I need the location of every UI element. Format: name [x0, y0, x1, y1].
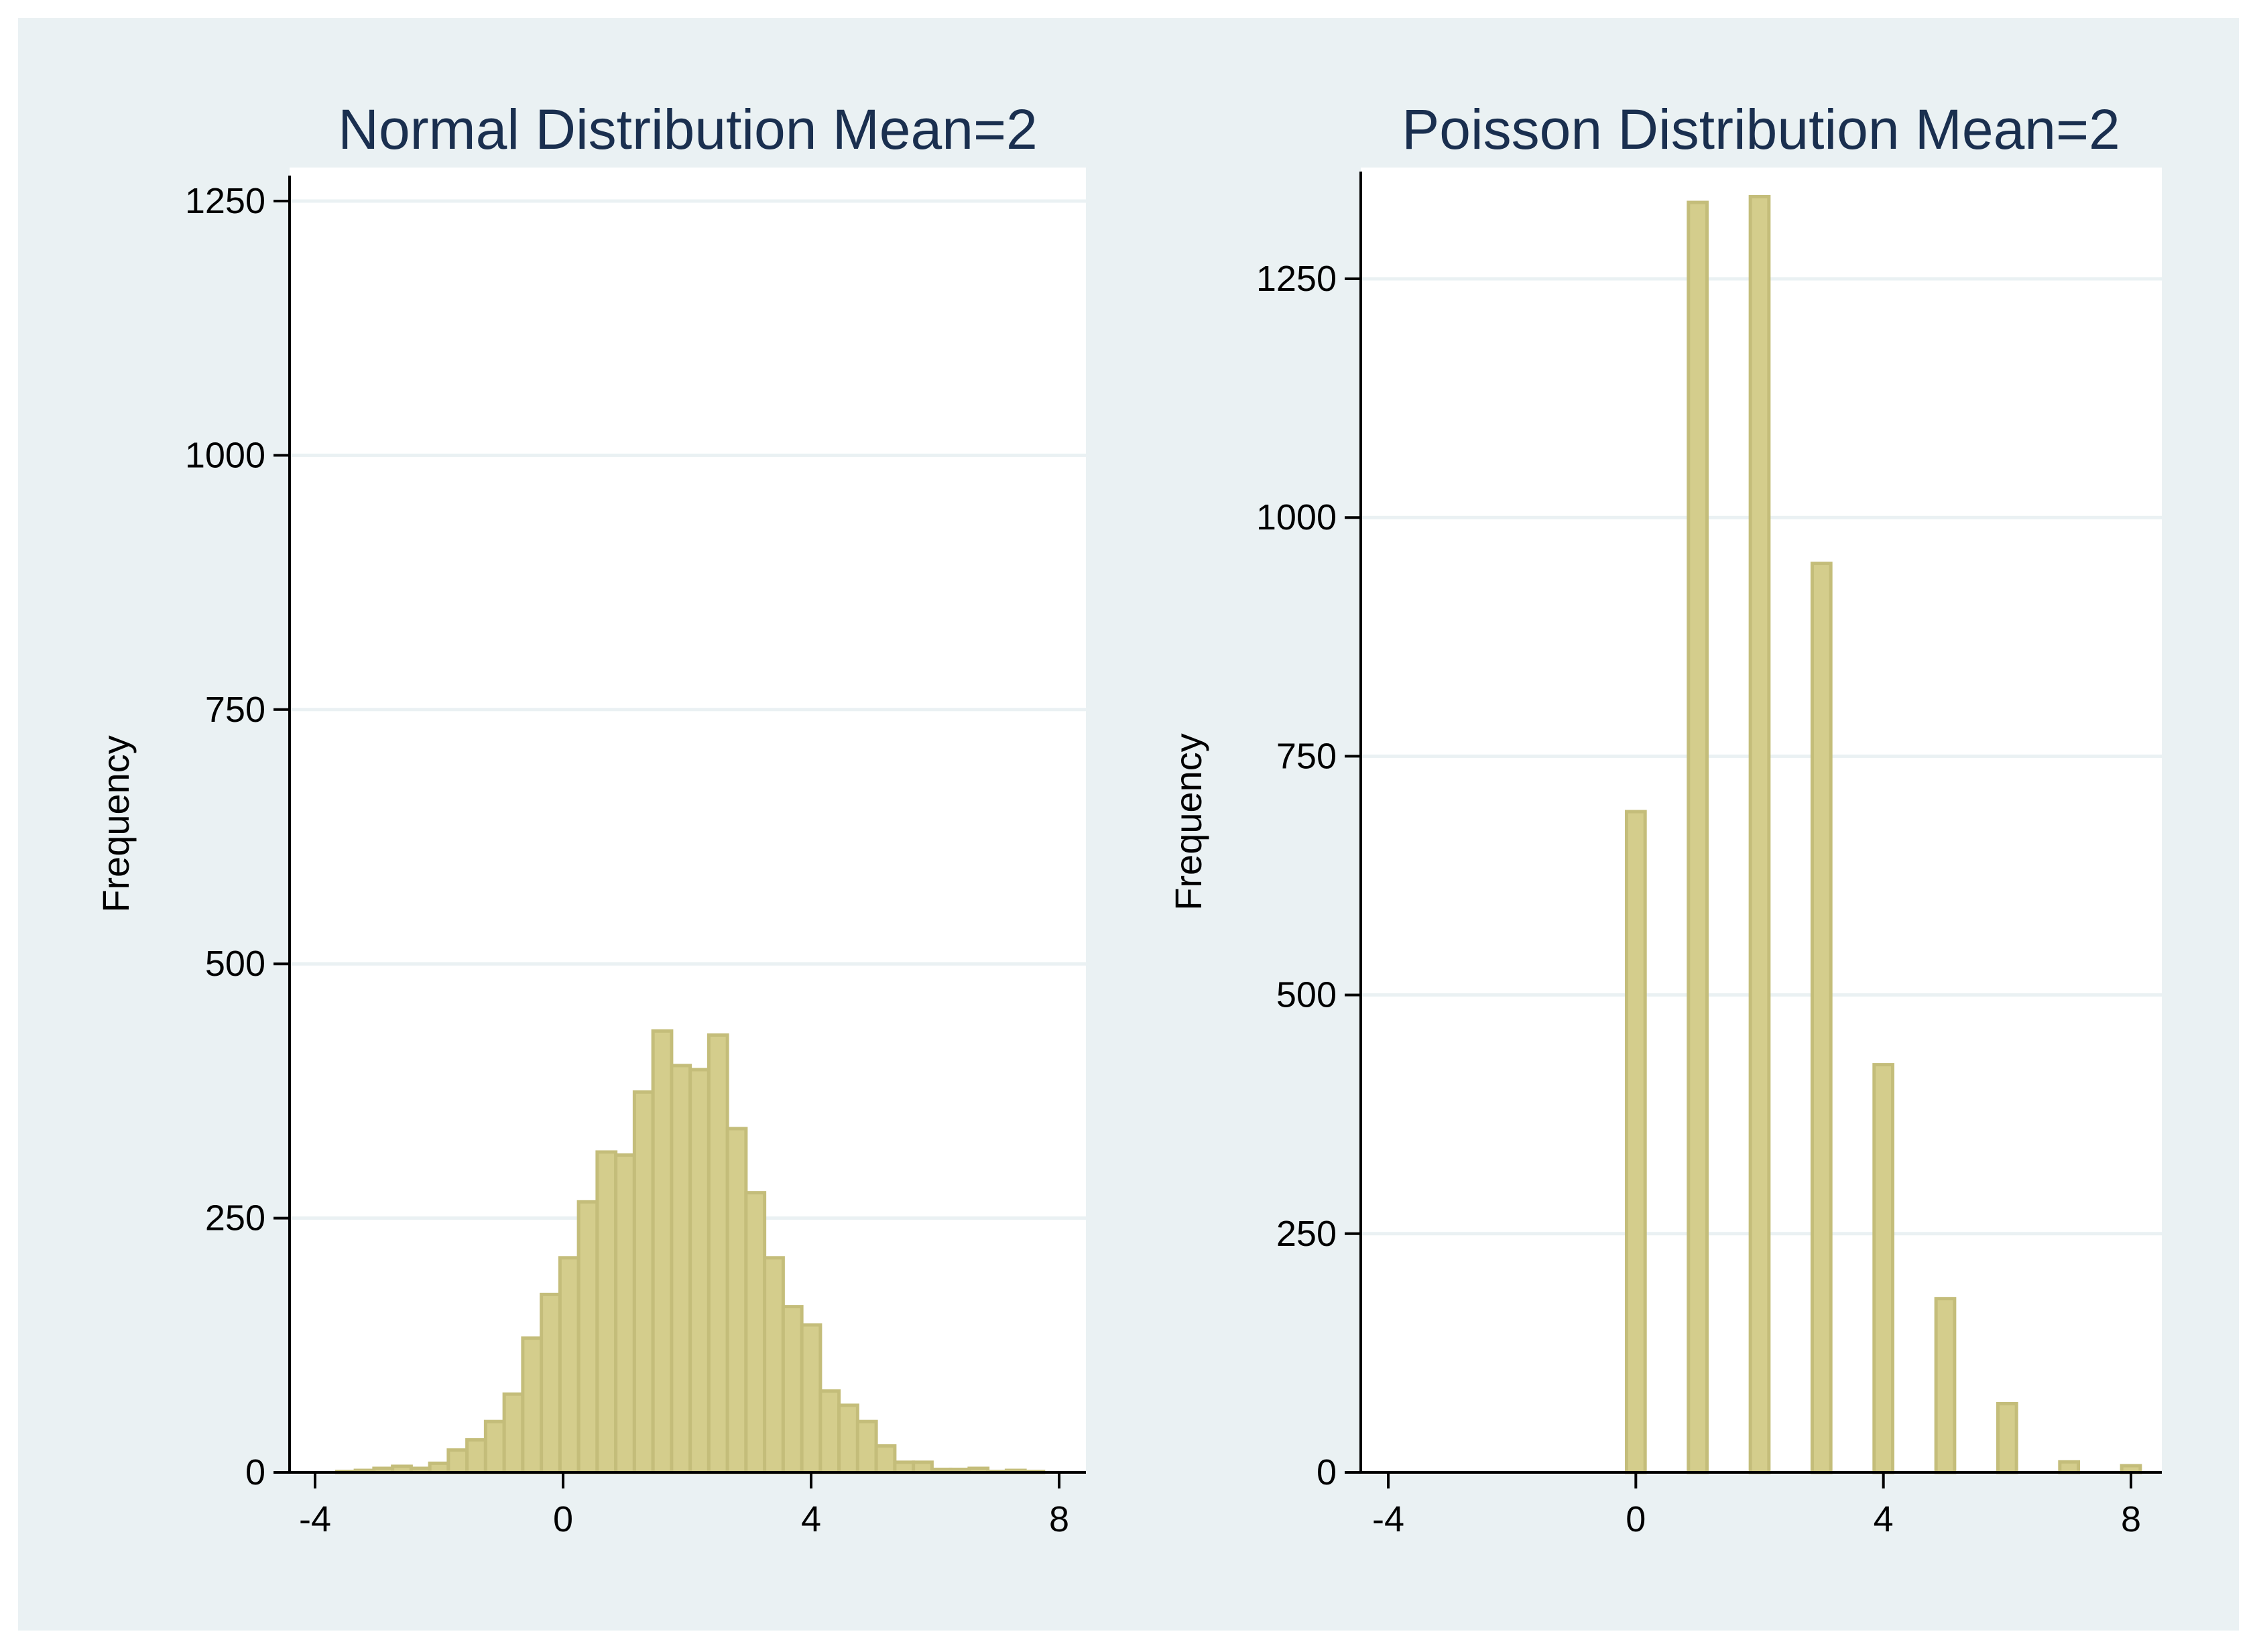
histogram-bar — [2058, 1460, 2081, 1474]
y-tick-label: 0 — [1317, 1452, 1337, 1492]
axes — [288, 176, 1086, 1474]
histogram-bar — [1624, 810, 1647, 1474]
x-tick-label: 8 — [2121, 1499, 2141, 1539]
histogram-bar — [1687, 200, 1709, 1474]
x-tick-label: 4 — [1874, 1499, 1894, 1539]
histogram-bar — [725, 1127, 748, 1474]
x-tick-label: 8 — [1049, 1499, 1069, 1539]
y-tick-label: 500 — [1276, 975, 1337, 1015]
y-tick-label: 750 — [205, 690, 265, 730]
histogram-bar — [800, 1323, 822, 1474]
histogram-bar — [632, 1090, 655, 1474]
y-tick-label: 500 — [205, 944, 265, 984]
histogram-bar — [818, 1389, 841, 1474]
y-tick-label: 250 — [205, 1198, 265, 1238]
x-ticks: -4 0 4 8 — [299, 1472, 1069, 1539]
y-ticks: 0 250 500 750 1000 1250 — [185, 181, 290, 1492]
histogram-bar — [576, 1200, 599, 1474]
histogram-bar — [707, 1033, 729, 1474]
histogram-bar — [744, 1191, 767, 1474]
x-tick-label: 0 — [553, 1499, 573, 1539]
x-tick-label: 0 — [1626, 1499, 1646, 1539]
histogram-bar — [540, 1292, 562, 1474]
y-tick-label: 1000 — [185, 435, 265, 475]
histogram-bar — [614, 1153, 636, 1474]
histogram-bar — [1996, 1401, 2018, 1474]
poisson-histogram-panel: 0 250 500 750 1000 1250 -4 0 4 8 Poisson Distrib… — [1167, 98, 2162, 1539]
chart-title: Poisson Distribution Mean=2 — [1402, 98, 2120, 161]
histogram-bar — [1934, 1297, 1957, 1474]
histogram-bar — [1810, 562, 1833, 1474]
histogram-bar — [521, 1336, 544, 1474]
histogram-bar — [465, 1438, 487, 1474]
histogram-bar — [595, 1150, 618, 1474]
histogram-bar — [837, 1403, 859, 1474]
y-axis-label: Frequency — [1167, 733, 1209, 911]
histogram-bar — [1748, 194, 1771, 1474]
normal-histogram-panel: 0 250 500 750 1000 1250 -4 0 4 8 Normal Distribu… — [95, 98, 1086, 1539]
histogram-bar — [763, 1256, 785, 1474]
histogram-bar — [874, 1444, 897, 1474]
y-ticks: 0 250 500 750 1000 1250 — [1256, 259, 1361, 1492]
histogram-bar — [781, 1305, 804, 1474]
x-ticks: -4 0 4 8 — [1372, 1472, 2141, 1539]
x-tick-label: -4 — [1372, 1499, 1404, 1539]
y-tick-label: 750 — [1276, 736, 1337, 776]
histogram-bar — [670, 1064, 692, 1474]
histogram-bar — [912, 1460, 934, 1474]
gridlines — [290, 199, 1086, 1220]
axes — [1359, 172, 2162, 1474]
histogram-bar — [428, 1461, 450, 1474]
chart-title: Normal Distribution Mean=2 — [338, 98, 1037, 161]
y-tick-label: 0 — [245, 1452, 265, 1492]
y-tick-label: 1250 — [185, 181, 265, 221]
histogram-bar — [651, 1029, 674, 1474]
histogram-bar — [446, 1448, 469, 1474]
y-axis-label: Frequency — [95, 735, 137, 913]
histogram-bar — [483, 1419, 506, 1474]
histogram-bar — [502, 1392, 525, 1474]
x-tick-label: -4 — [299, 1499, 331, 1539]
histogram-bar — [688, 1068, 711, 1474]
y-tick-label: 1250 — [1256, 259, 1337, 299]
histogram-bar — [855, 1419, 878, 1474]
histogram-bar — [558, 1256, 581, 1474]
bars — [1624, 194, 2142, 1474]
bars — [334, 1029, 1046, 1474]
y-tick-label: 250 — [1276, 1214, 1337, 1254]
histogram-bar — [1872, 1063, 1895, 1474]
histogram-bar — [893, 1460, 916, 1474]
y-tick-label: 1000 — [1256, 497, 1337, 537]
x-tick-label: 4 — [801, 1499, 821, 1539]
